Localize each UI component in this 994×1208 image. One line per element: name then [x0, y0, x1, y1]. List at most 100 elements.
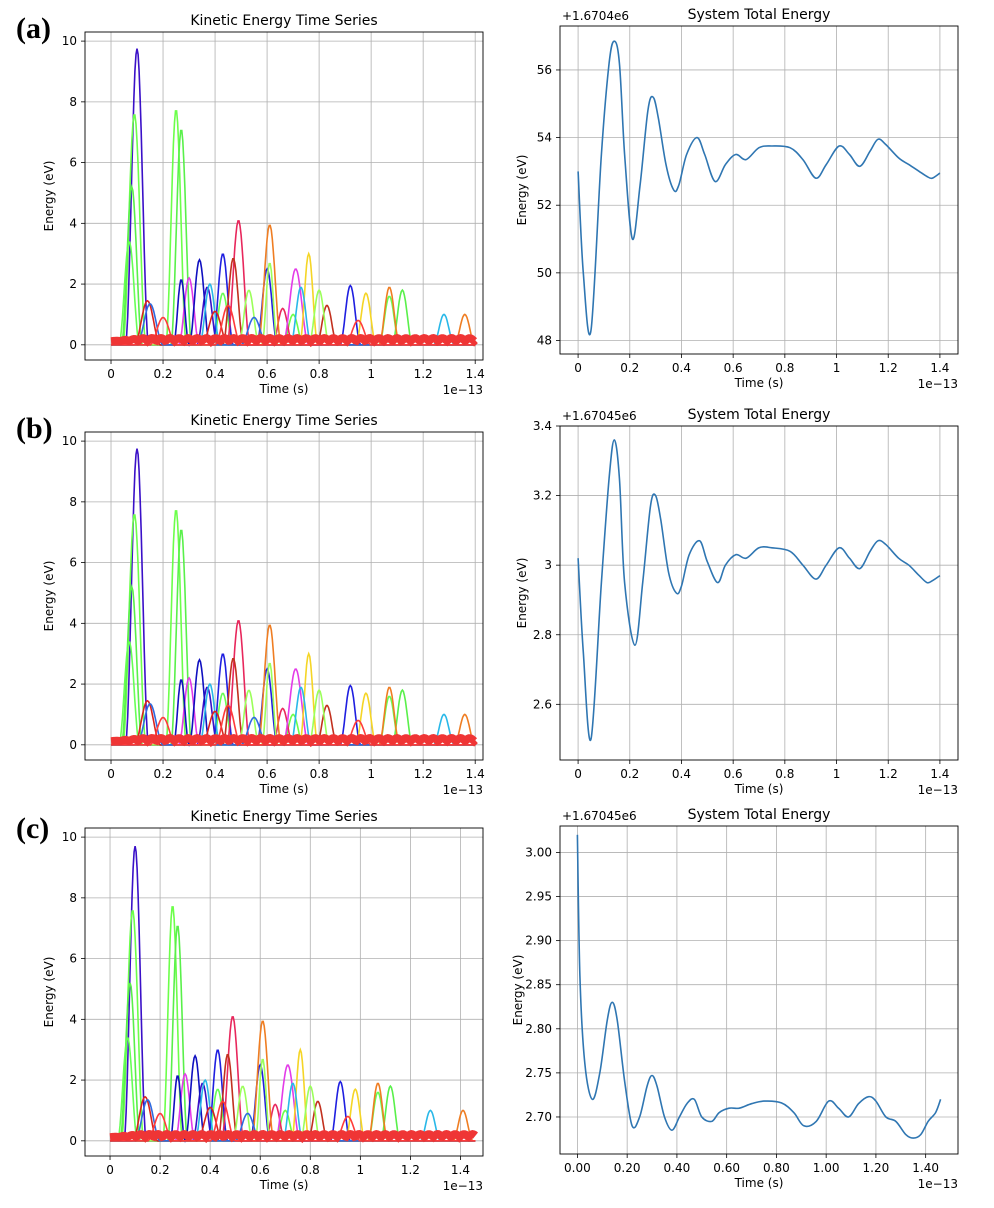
series-line-particle-2 — [110, 906, 476, 1142]
series-line-particle-1 — [111, 448, 476, 746]
chart-total-b: 0 0.2 0.4 0.6 0.8 1 1.2 1.4 2.6 2.8 3 3.2 3.4 System … — [515, 407, 959, 797]
x-tick-label: 0.8 — [775, 361, 794, 375]
y-tick-label: 56 — [537, 63, 552, 77]
y-offset-text: +1.67045e6 — [562, 809, 637, 823]
y-tick-label: 2 — [69, 277, 77, 291]
x-tick-label: 0 — [106, 1163, 114, 1177]
y-tick-label: 2 — [69, 1073, 77, 1087]
chart-title: System Total Energy — [688, 7, 831, 23]
y-tick-label: 4 — [69, 216, 77, 230]
y-offset-text: +1.67045e6 — [562, 409, 637, 423]
series-line-particle-2 — [111, 110, 476, 346]
y-tick-label: 0 — [69, 738, 77, 752]
x-tick-label: 0.00 — [564, 1161, 591, 1175]
x-axis-label: Time (s) — [734, 782, 784, 796]
chart-kinetic-a: 0 0.2 0.4 0.6 0.8 1 1.2 1.4 0 2 4 6 8 10 Kinetic Energ… — [42, 13, 485, 397]
x-tick-label: 0.6 — [724, 767, 743, 781]
chart-kinetic-c: 0 0.2 0.4 0.6 0.8 1 1.2 1.4 0 2 4 6 8 10 Kinetic Energ… — [42, 809, 484, 1193]
x-tick-label: 0.8 — [301, 1163, 320, 1177]
x-tick-label: 1 — [367, 367, 375, 381]
x-tick-label: 0 — [107, 367, 115, 381]
x-tick-label: 0 — [574, 767, 582, 781]
x-tick-label: 1.00 — [813, 1161, 840, 1175]
x-tick-label: 0.2 — [151, 1163, 170, 1177]
y-tick-label: 6 — [69, 156, 77, 170]
x-tick-label: 0.6 — [258, 367, 277, 381]
series-line-particle-1 — [111, 48, 476, 346]
x-tick-label: 0.40 — [664, 1161, 691, 1175]
y-tick-label: 8 — [69, 95, 77, 109]
x-tick-label: 1.4 — [930, 767, 949, 781]
y-axis-label: Energy (eV) — [42, 561, 56, 632]
series-line-particle-4 — [111, 641, 476, 746]
series-line-particle-6 — [111, 220, 476, 346]
axes-frame — [84, 31, 484, 361]
y-tick-label: 2.8 — [533, 628, 552, 642]
x-multiplier-text: 1e−13 — [918, 783, 958, 797]
y-tick-label: 2.95 — [525, 890, 552, 904]
series-line-particle-2 — [111, 510, 476, 746]
x-tick-label: 0.6 — [258, 767, 277, 781]
y-tick-label: 52 — [537, 198, 552, 212]
y-tick-label: 8 — [69, 495, 77, 509]
x-tick-label: 0 — [574, 361, 582, 375]
chart-title: Kinetic Energy Time Series — [190, 809, 377, 825]
plot-area — [110, 448, 478, 748]
x-tick-label: 0.8 — [310, 767, 329, 781]
y-tick-label: 10 — [62, 830, 77, 844]
series-line-noise-floor — [110, 333, 478, 348]
x-axis-label: Time (s) — [734, 376, 784, 390]
x-multiplier-text: 1e−13 — [443, 383, 483, 397]
y-axis-label: Energy (eV) — [42, 957, 56, 1028]
y-tick-label: 8 — [69, 891, 77, 905]
x-tick-label: 0.4 — [206, 767, 225, 781]
x-tick-label: 1.2 — [879, 361, 898, 375]
y-tick-label: 2 — [69, 677, 77, 691]
y-tick-label: 3.4 — [533, 419, 552, 433]
x-axis-label: Time (s) — [259, 1178, 309, 1192]
series-line-particle-7 — [111, 224, 476, 346]
series-line-noise-floor — [109, 1129, 478, 1144]
x-tick-label: 1 — [833, 361, 841, 375]
chart-title: System Total Energy — [688, 807, 831, 823]
x-tick-label: 1.2 — [879, 767, 898, 781]
x-multiplier-text: 1e−13 — [918, 1177, 958, 1191]
x-tick-label: 1.2 — [414, 767, 433, 781]
x-tick-label: 0.4 — [201, 1163, 220, 1177]
x-tick-label: 0.2 — [153, 367, 172, 381]
x-tick-label: 0.6 — [251, 1163, 270, 1177]
x-tick-label: 0.2 — [153, 767, 172, 781]
x-multiplier-text: 1e−13 — [918, 377, 958, 391]
x-tick-label: 1.4 — [466, 367, 485, 381]
total-energy-line — [577, 40, 941, 336]
y-tick-label: 2.85 — [525, 978, 552, 992]
plot-area — [109, 846, 478, 1144]
y-offset-text: +1.6704e6 — [562, 9, 629, 23]
y-tick-label: 6 — [69, 556, 77, 570]
plot-area — [576, 834, 942, 1139]
x-tick-label: 1 — [367, 767, 375, 781]
x-tick-label: 0.8 — [310, 367, 329, 381]
total-energy-line — [577, 439, 941, 742]
chart-title: Kinetic Energy Time Series — [190, 13, 377, 29]
x-tick-label: 0.4 — [672, 361, 691, 375]
y-tick-label: 0 — [69, 1134, 77, 1148]
y-tick-label: 10 — [62, 434, 77, 448]
axes-frame — [559, 425, 959, 761]
y-tick-label: 0 — [69, 338, 77, 352]
y-tick-label: 4 — [69, 1012, 77, 1026]
y-tick-label: 2.80 — [525, 1022, 552, 1036]
y-tick-label: 2.90 — [525, 934, 552, 948]
y-tick-label: 48 — [537, 333, 552, 347]
y-axis-label: Energy (eV) — [515, 558, 529, 629]
plot-area — [577, 40, 941, 336]
x-tick-label: 1.40 — [912, 1161, 939, 1175]
x-axis-label: Time (s) — [259, 782, 309, 796]
chart-total-a: 0 0.2 0.4 0.6 0.8 1 1.2 1.4 48 50 52 54 56 System Tot… — [515, 7, 959, 391]
x-tick-label: 1.4 — [451, 1163, 470, 1177]
y-tick-label: 3 — [544, 558, 552, 572]
y-tick-label: 50 — [537, 266, 552, 280]
series-line-particle-6 — [111, 620, 476, 746]
series-line-particle-7 — [111, 624, 476, 746]
y-tick-label: 3.2 — [533, 489, 552, 503]
